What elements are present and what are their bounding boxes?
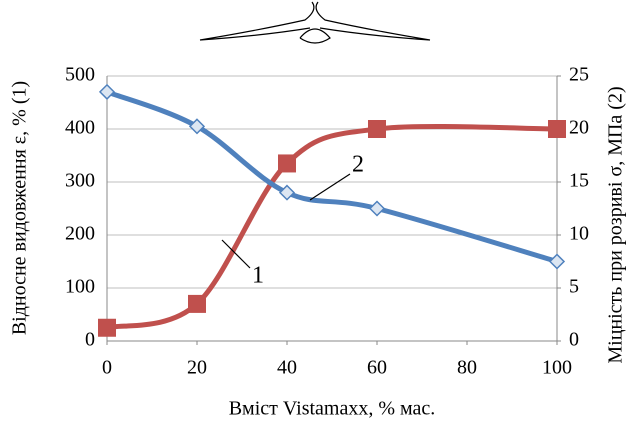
x-tick-label: 20 <box>187 357 207 379</box>
y2-tick-label: 5 <box>569 276 579 298</box>
x-tick-label: 60 <box>367 357 387 379</box>
marker <box>368 120 386 138</box>
marker <box>188 295 206 313</box>
y2-axis-label: Міцність при розриві σ, МПа (2) <box>605 86 627 363</box>
y-tick-label: 400 <box>65 117 95 139</box>
y-tick-label: 200 <box>65 223 95 245</box>
y2-tick-label: 20 <box>569 117 589 139</box>
marker <box>278 154 296 172</box>
marker <box>548 120 566 138</box>
x-tick-label: 0 <box>102 357 112 379</box>
y2-tick-label: 0 <box>569 329 579 351</box>
y-tick-label: 100 <box>65 276 95 298</box>
curve-label: 1 <box>252 263 264 289</box>
marker <box>550 255 564 269</box>
marker <box>370 202 384 216</box>
y-tick-label: 0 <box>85 329 95 351</box>
line <box>107 92 557 262</box>
x-tick-label: 40 <box>277 357 297 379</box>
marker <box>100 85 114 99</box>
marker <box>98 319 116 337</box>
x-axis-label: Вміст Vistamaxx, % мас. <box>229 398 436 420</box>
y2-tick-label: 25 <box>569 64 589 86</box>
y-tick-label: 500 <box>65 64 95 86</box>
x-tick-label: 80 <box>457 357 477 379</box>
leader-line <box>310 174 350 200</box>
ornament <box>200 2 430 43</box>
chart: Відносне видовження ε, % (1) Міцність пр… <box>0 0 631 421</box>
y2-tick-label: 15 <box>569 170 589 192</box>
y2-tick-label: 10 <box>569 223 589 245</box>
y-tick-label: 300 <box>65 170 95 192</box>
line <box>107 126 557 327</box>
y-axis-label: Відносне видовження ε, % (1) <box>9 81 31 335</box>
curve-label: 2 <box>352 152 364 178</box>
x-tick-label: 100 <box>542 357 572 379</box>
